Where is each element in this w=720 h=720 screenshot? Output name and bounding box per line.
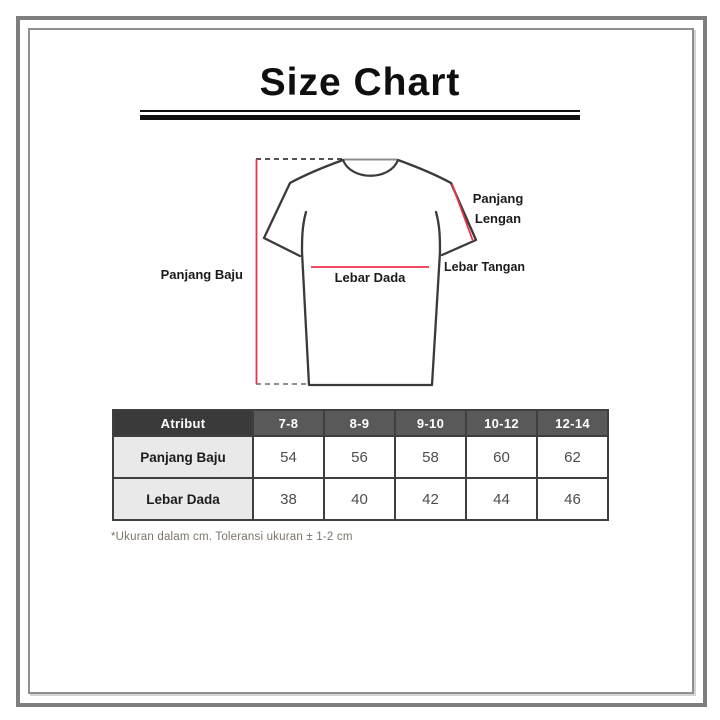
panjang-baju-label: Panjang Baju <box>160 267 243 282</box>
size-table: Atribut 7-8 8-9 9-10 10-12 12-14 Panjang… <box>112 409 609 521</box>
value-cell: 44 <box>465 477 538 521</box>
header-cell-size-8-9: 8-9 <box>323 409 396 437</box>
lebar-tangan-label: Lebar Tangan <box>444 260 526 274</box>
left-sleeve-outline <box>262 158 345 258</box>
header-cell-size-12-14: 12-14 <box>536 409 609 437</box>
table-row-lebar-dada: Lebar Dada 38 40 42 44 46 <box>112 477 609 521</box>
size-table-header-row: Atribut 7-8 8-9 9-10 10-12 12-14 <box>112 409 609 437</box>
value-cell: 56 <box>323 435 396 479</box>
shirt-body-outline <box>300 250 442 387</box>
table-row-panjang-baju: Panjang Baju 54 56 58 60 62 <box>112 435 609 479</box>
panjang-lengan-label: Panjang Lengan <box>466 189 530 229</box>
row-label-panjang-baju: Panjang Baju <box>112 435 254 479</box>
value-cell: 46 <box>536 477 609 521</box>
tshirt-illustration <box>255 158 478 387</box>
value-cell: 58 <box>394 435 467 479</box>
value-cell: 38 <box>252 477 325 521</box>
right-armhole-line <box>434 210 442 254</box>
header-cell-atribut: Atribut <box>112 409 254 437</box>
header-cell-size-7-8: 7-8 <box>252 409 325 437</box>
inner-frame-border <box>28 28 694 694</box>
panjang-lengan-label-line2: Lengan <box>474 211 522 226</box>
title-divider <box>140 110 580 120</box>
divider-thin-line <box>140 110 580 112</box>
value-cell: 60 <box>465 435 538 479</box>
header-cell-size-9-10: 9-10 <box>394 409 467 437</box>
page-title: Size Chart <box>259 61 461 104</box>
value-cell: 40 <box>323 477 396 521</box>
panjang-lengan-label-line1: Panjang <box>472 191 524 206</box>
value-cell: 42 <box>394 477 467 521</box>
left-armhole-line <box>300 210 308 254</box>
row-label-lebar-dada: Lebar Dada <box>112 477 254 521</box>
header-cell-size-10-12: 10-12 <box>465 409 538 437</box>
right-sleeve-outline <box>396 158 478 257</box>
outer-frame-border <box>16 16 707 707</box>
value-cell: 62 <box>536 435 609 479</box>
collar-curve <box>341 158 400 177</box>
lebar-dada-label: Lebar Dada <box>334 270 406 285</box>
panjang-lengan-measure-line <box>451 183 474 242</box>
value-cell: 54 <box>252 435 325 479</box>
size-footnote: *Ukuran dalam cm. Toleransi ukuran ± 1-2… <box>111 531 353 543</box>
divider-thick-line <box>140 115 580 120</box>
